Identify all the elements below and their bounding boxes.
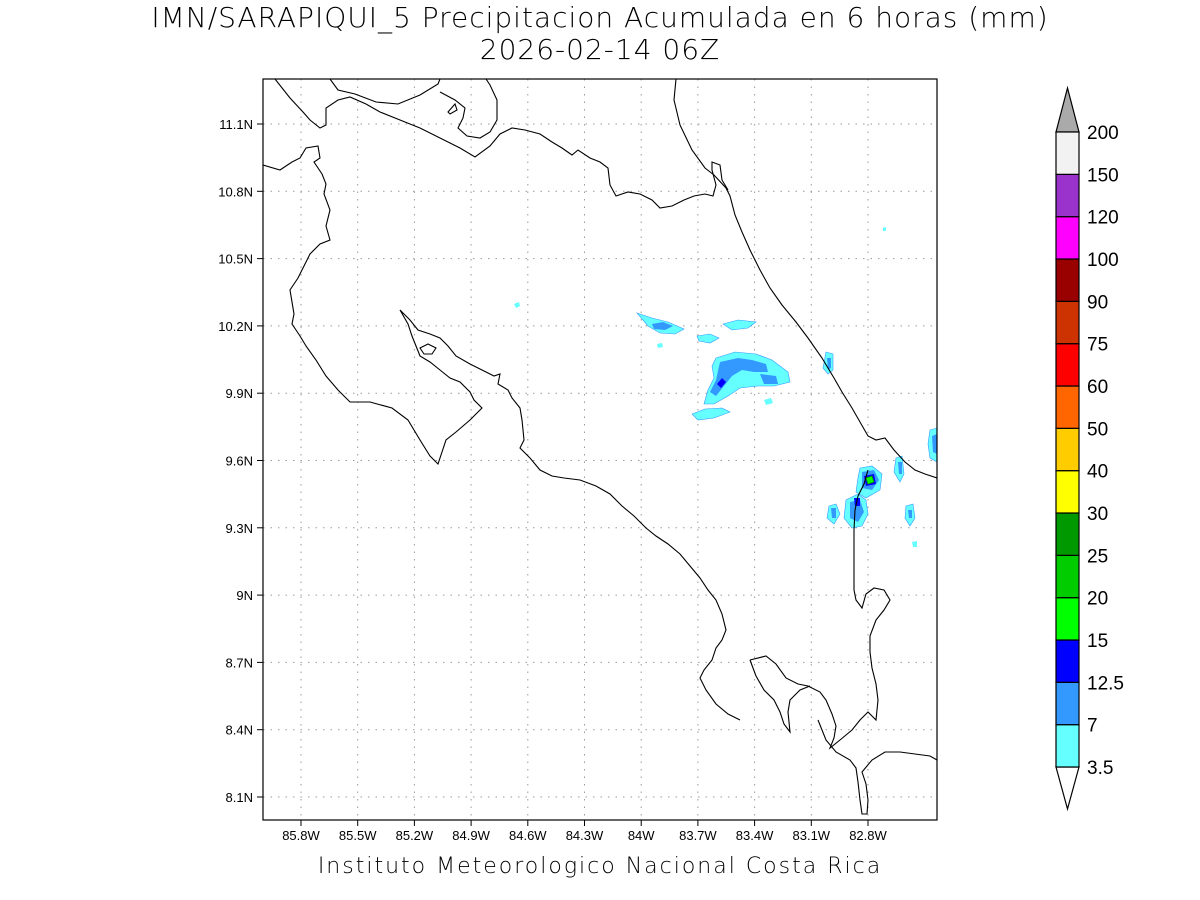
- precip-area: [883, 227, 886, 231]
- x-tick-label: 84.9W: [452, 828, 490, 843]
- precipitation-layer: [514, 227, 937, 547]
- colorbar-label: 150: [1087, 165, 1119, 186]
- precip-area: [908, 510, 912, 518]
- map-grid: [263, 79, 937, 820]
- colorbar-under-triangle: [1055, 766, 1080, 812]
- colorbar-label: 90: [1087, 292, 1108, 313]
- colorbar-swatch: [1055, 724, 1080, 768]
- y-tick-label: 10.2N: [218, 319, 253, 334]
- coastline: [749, 469, 891, 750]
- colorbar-swatch: [1055, 173, 1080, 218]
- x-tick-label: 83.7W: [679, 828, 717, 843]
- coastline: [274, 79, 729, 209]
- colorbar-label: 25: [1087, 546, 1108, 567]
- island: [419, 343, 437, 355]
- precip-area: [912, 541, 917, 547]
- x-tick-label: 84W: [628, 828, 655, 843]
- x-tick-label: 84.3W: [566, 828, 604, 843]
- precip-area: [764, 398, 773, 405]
- colorbar: 3.5 7 12.5 15 20 25 30 40 50 60 75 90 100 120 150 200: [1055, 85, 1124, 812]
- coastline: [817, 719, 937, 815]
- colorbar-swatch: [1055, 131, 1080, 175]
- map-axes: 85.8W 85.5W 85.2W 84.9W 84.6W 84.3W 84W 83.7W 83…: [218, 117, 887, 843]
- colorbar-swatch: [1055, 300, 1080, 345]
- colorbar-swatch: [1055, 427, 1080, 472]
- colorbar-label: 120: [1087, 208, 1119, 229]
- x-tick-label: 82.8W: [849, 828, 887, 843]
- colorbar-label: 15: [1087, 631, 1108, 652]
- y-tick-label: 10.5N: [218, 252, 253, 267]
- x-tick-label: 85.2W: [396, 828, 434, 843]
- colorbar-label: 3.5: [1087, 758, 1113, 779]
- colorbar-label: 30: [1087, 504, 1108, 525]
- colorbar-label: 75: [1087, 335, 1108, 356]
- colorbar-label: 40: [1087, 462, 1108, 483]
- colorbar-label: 100: [1087, 250, 1119, 271]
- precip-area: [932, 434, 937, 454]
- colorbar-swatch: [1055, 639, 1080, 683]
- coastline: [263, 145, 741, 721]
- colorbar-swatch: [1055, 554, 1080, 599]
- colorbar-swatch: [1055, 512, 1080, 556]
- title-line-1: IMN/SARAPIQUI_5 Precipitacion Acumulada …: [151, 1, 1049, 34]
- coastline: [329, 79, 441, 105]
- y-tick-label: 9.6N: [226, 454, 253, 469]
- coastline-layer: [263, 79, 937, 815]
- precip-area: [898, 462, 902, 474]
- precip-area: [760, 374, 778, 384]
- precip-area: [514, 302, 520, 308]
- island: [447, 102, 458, 115]
- footer-credit: Instituto Meteorologico Nacional Costa R…: [317, 854, 883, 879]
- precip-area: [652, 322, 673, 330]
- x-tick-label: 83.1W: [793, 828, 831, 843]
- precip-area: [657, 343, 663, 348]
- colorbar-label: 50: [1087, 419, 1108, 440]
- precip-area: [865, 475, 875, 485]
- colorbar-swatch: [1055, 597, 1080, 641]
- colorbar-label: 20: [1087, 589, 1108, 610]
- colorbar-label: 7: [1087, 716, 1098, 737]
- title-line-2: 2026-02-14 06Z: [479, 33, 721, 66]
- colorbar-swatch: [1055, 343, 1080, 387]
- colorbar-label: 60: [1087, 377, 1108, 398]
- x-tick-label: 84.6W: [509, 828, 547, 843]
- colorbar-over-triangle: [1055, 85, 1080, 133]
- x-tick-label: 85.8W: [282, 828, 320, 843]
- y-tick-label: 8.4N: [226, 723, 253, 738]
- precip-area: [691, 407, 731, 421]
- x-tick-label: 83.4W: [736, 828, 774, 843]
- y-tick-label: 9.3N: [226, 521, 253, 536]
- colorbar-swatch: [1055, 216, 1080, 260]
- coastline: [749, 659, 811, 734]
- y-tick-label: 8.7N: [226, 655, 253, 670]
- coastline: [673, 79, 937, 479]
- colorbar-swatch: [1055, 258, 1080, 302]
- y-tick-label: 10.8N: [218, 184, 253, 199]
- colorbar-swatch: [1055, 681, 1080, 726]
- precip-area: [696, 333, 720, 344]
- precip-area: [717, 378, 726, 388]
- y-tick-label: 11.1N: [219, 117, 253, 132]
- precip-area: [831, 508, 836, 518]
- precip-area: [722, 319, 757, 331]
- coastline: [439, 79, 498, 139]
- y-tick-label: 9N: [236, 588, 253, 603]
- y-tick-label: 8.1N: [226, 790, 253, 805]
- colorbar-swatch: [1055, 385, 1080, 429]
- x-tick-label: 85.5W: [339, 828, 377, 843]
- map-frame: [262, 78, 938, 821]
- colorbar-label: 200: [1087, 123, 1119, 144]
- colorbar-label: 12.5: [1087, 673, 1124, 694]
- chart-title: IMN/SARAPIQUI_5 Precipitacion Acumulada …: [0, 2, 1200, 66]
- precip-area: [710, 358, 768, 396]
- precip-area: [850, 500, 864, 522]
- y-tick-label: 9.9N: [226, 386, 253, 401]
- colorbar-swatch: [1055, 470, 1080, 514]
